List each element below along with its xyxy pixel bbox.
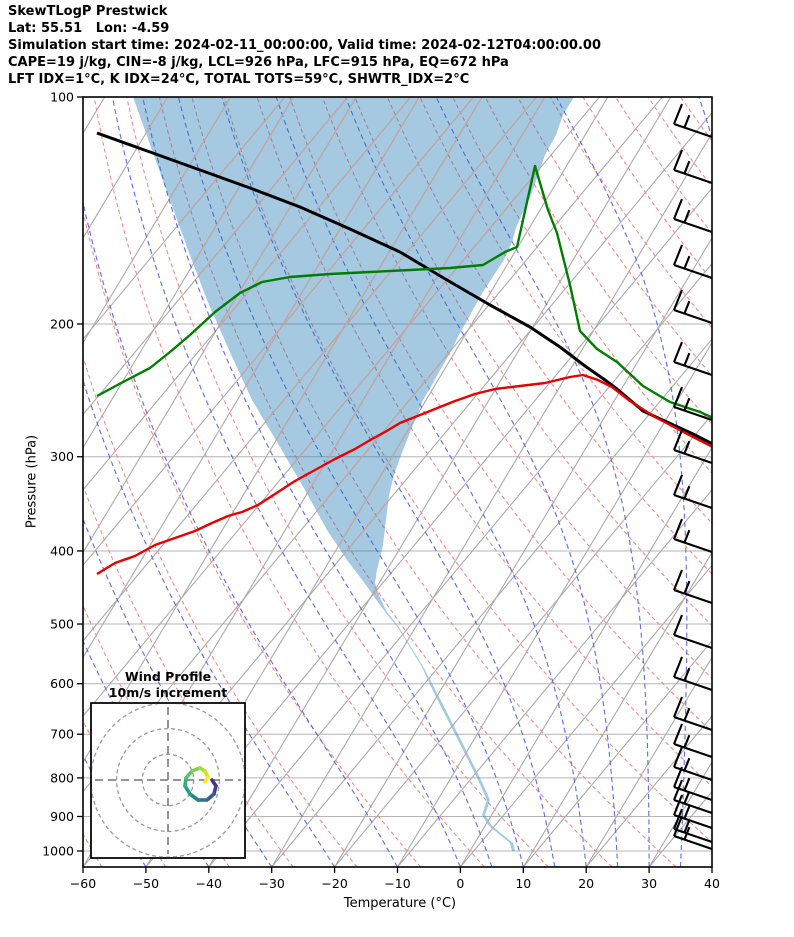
moist-adiabat-lines <box>83 97 712 867</box>
y-tick-label: 100 <box>50 90 74 105</box>
x-tick-label: −50 <box>133 876 159 891</box>
wind-barb <box>673 449 713 464</box>
wind-barb <box>673 828 713 843</box>
x-tick-label: 20 <box>578 876 594 891</box>
x-axis-label: Temperature (°C) <box>343 896 457 911</box>
hodograph-title-line1: Wind Profile <box>124 669 212 684</box>
wind-barb <box>673 786 713 801</box>
lat-lon-line: Lat: 55.51 Lon: -4.59 <box>8 21 170 36</box>
y-axis-label: Pressure (hPa) <box>24 434 40 529</box>
wind-barb <box>673 716 713 731</box>
wind-barb <box>673 634 713 649</box>
x-tick-label: −10 <box>384 876 410 891</box>
y-tick-label: 600 <box>50 676 74 691</box>
x-tick-label: −30 <box>259 876 285 891</box>
wind-barb <box>673 406 713 421</box>
wind-barb <box>673 743 713 758</box>
wind-barb <box>673 218 713 233</box>
hodograph-wind-trace <box>183 766 218 802</box>
hodograph-title: Wind Profile 10m/s increment <box>92 669 244 701</box>
dewpoint-line <box>96 164 712 419</box>
x-tick-label: 0 <box>456 876 464 891</box>
wind-barbs <box>673 103 713 850</box>
y-tick-label: 500 <box>50 617 74 632</box>
y-tick-label: 200 <box>50 316 74 331</box>
x-tick-label: 10 <box>515 876 531 891</box>
hodograph-rings <box>91 703 245 858</box>
profile-lines <box>96 131 712 576</box>
y-tick-label: 300 <box>50 449 74 464</box>
y-tick-label: 400 <box>50 543 74 558</box>
wind-barb <box>673 814 713 829</box>
y-tick-label: 800 <box>50 770 74 785</box>
figure-title: SkewTLogP Prestwick <box>8 4 168 19</box>
y-tick-label: 900 <box>50 809 74 824</box>
wind-barb <box>673 123 713 138</box>
wind-barb <box>673 799 713 814</box>
y-tick-label: 1000 <box>42 844 74 859</box>
parcel-line <box>96 131 712 446</box>
x-tick-label: −60 <box>70 876 96 891</box>
wind-barb <box>673 538 713 553</box>
x-tick-label: 40 <box>704 876 720 891</box>
x-tick-label: 30 <box>641 876 657 891</box>
wind-barb <box>673 676 713 691</box>
wind-barb <box>673 494 713 509</box>
sim-time-line: Simulation start time: 2024-02-11_00:00:… <box>8 38 601 53</box>
stability-indices-line: LFT IDX=1°C, K IDX=24°C, TOTAL TOTS=59°C… <box>8 72 470 87</box>
wind-barb <box>673 589 713 604</box>
wind-barb <box>673 169 713 184</box>
axes: −60 −50 −40 −30 −20 −10 0 10 20 30 40 100 200 300 400 5… <box>42 90 720 892</box>
x-tick-label: −40 <box>196 876 222 891</box>
wind-barb <box>673 264 713 279</box>
temperature-line <box>96 373 712 576</box>
wind-barb <box>673 361 713 376</box>
x-tick-label: −20 <box>321 876 347 891</box>
y-tick-label: 700 <box>50 727 74 742</box>
wind-barb <box>673 835 713 850</box>
hodograph-title-line2: 10m/s increment <box>108 685 228 700</box>
cape-indices-line: CAPE=19 j/kg, CIN=-8 j/kg, LCL=926 hPa, … <box>8 55 509 70</box>
wind-barb <box>673 309 713 324</box>
